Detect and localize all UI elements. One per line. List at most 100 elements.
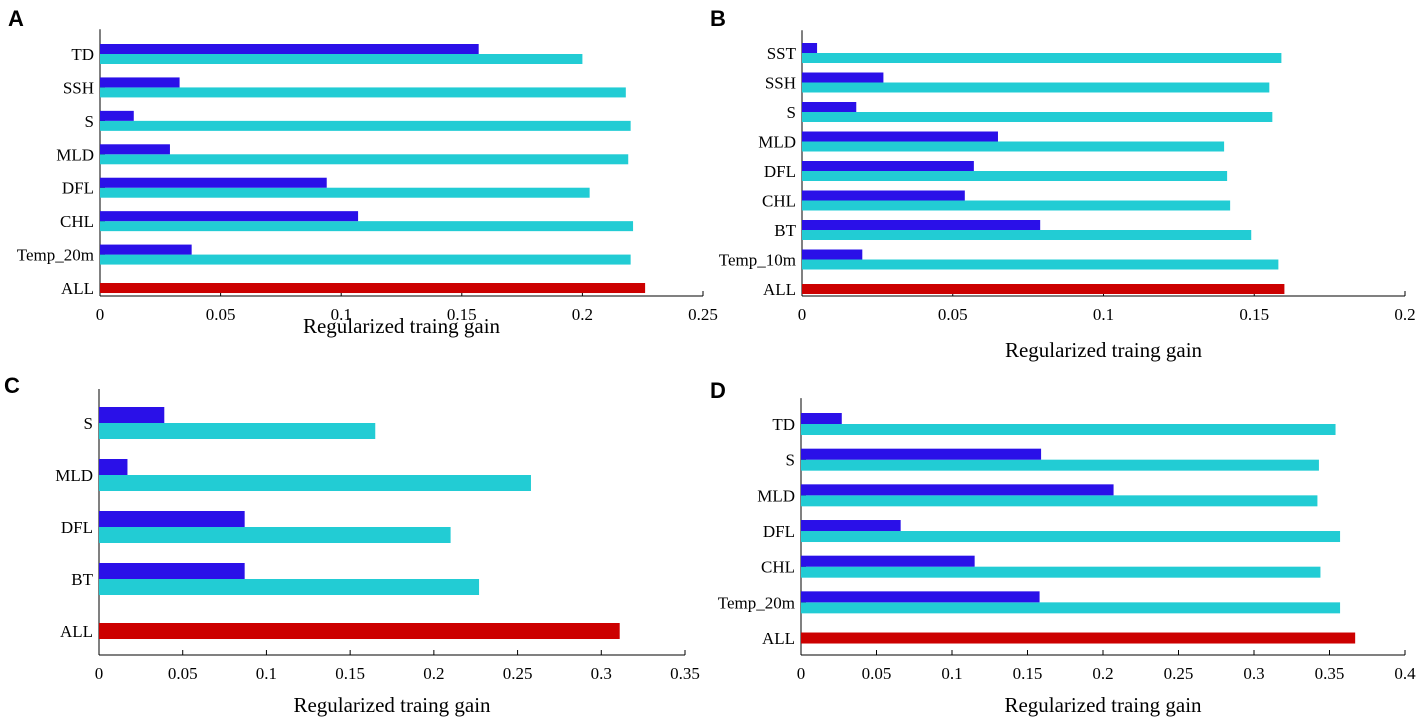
panel-d: D 0 0.05 0.1 0.15 0.2 0.25 0.3 0.35 0.4 Regulariz… bbox=[710, 378, 1416, 717]
bar-with-only-variable bbox=[802, 190, 965, 201]
x-tick-label: 0.15 bbox=[447, 305, 477, 324]
x-tick-label: 0.4 bbox=[1394, 664, 1416, 683]
bar-with-only-variable bbox=[100, 211, 359, 222]
bar-without-variable bbox=[802, 230, 1252, 240]
category-label: SSH bbox=[63, 78, 94, 97]
category-label: SST bbox=[767, 44, 797, 63]
category-label: BT bbox=[774, 221, 796, 240]
category-label: SSH bbox=[765, 74, 796, 93]
panel-letter-c: C bbox=[4, 373, 20, 398]
bar-without-variable bbox=[100, 221, 634, 232]
bar-without-variable bbox=[100, 187, 590, 198]
category-label: S bbox=[787, 103, 796, 122]
x-tick-label: 0.05 bbox=[168, 664, 198, 683]
bar-with-only-variable bbox=[100, 77, 180, 88]
x-tick-label: 0.05 bbox=[862, 664, 892, 683]
x-tick-label: 0.05 bbox=[206, 305, 236, 324]
bar-with-only-variable bbox=[99, 459, 128, 475]
x-tick-label: 0.3 bbox=[591, 664, 612, 683]
bar-without-variable bbox=[801, 459, 1319, 471]
bar-with-only-variable bbox=[100, 177, 327, 188]
bar-without-variable bbox=[100, 254, 631, 265]
bar-with-only-variable bbox=[801, 520, 901, 532]
bar-without-variable bbox=[801, 531, 1341, 543]
bar-without-variable bbox=[99, 475, 531, 491]
bar-without-variable bbox=[100, 54, 583, 64]
x-tick-label: 0.15 bbox=[1239, 305, 1269, 324]
bar-without-variable bbox=[100, 154, 629, 165]
bar-with-only-variable bbox=[99, 563, 245, 579]
bar-with-only-variable bbox=[802, 43, 818, 53]
category-label: DFL bbox=[62, 179, 94, 198]
bar-without-variable bbox=[801, 424, 1336, 435]
bar-with-only-variable bbox=[802, 72, 884, 83]
bar-with-only-variable bbox=[99, 511, 245, 527]
x-tick-label: 0 bbox=[798, 305, 807, 324]
category-label: DFL bbox=[61, 518, 93, 537]
x-tick-label: 0.1 bbox=[331, 305, 352, 324]
bar-with-only-variable bbox=[802, 102, 857, 112]
bar-all-variables bbox=[100, 283, 646, 294]
category-label: MLD bbox=[56, 145, 94, 164]
category-label: TD bbox=[71, 45, 94, 64]
bar-without-variable bbox=[801, 495, 1318, 507]
x-tick-label: 0 bbox=[96, 305, 105, 324]
category-label: S bbox=[786, 451, 795, 470]
bar-with-only-variable bbox=[802, 161, 974, 171]
bar-with-only-variable bbox=[801, 448, 1042, 460]
bar-without-variable bbox=[802, 259, 1279, 270]
category-label: Temp_20m bbox=[17, 246, 94, 265]
x-tick-label: 0.15 bbox=[1013, 664, 1043, 683]
category-label: BT bbox=[71, 570, 93, 589]
category-label: S bbox=[84, 414, 93, 433]
category-label: ALL bbox=[762, 629, 795, 648]
category-label: TD bbox=[772, 415, 795, 434]
bar-with-only-variable bbox=[100, 144, 170, 155]
category-label: ALL bbox=[60, 622, 93, 641]
bar-with-only-variable bbox=[801, 555, 975, 567]
bar-with-only-variable bbox=[802, 220, 1041, 230]
bar-without-variable bbox=[100, 87, 626, 98]
panel-c: C 0 0.05 0.1 0.15 0.2 0.25 0.3 0.35 Regularized … bbox=[4, 373, 700, 717]
bar-without-variable bbox=[100, 120, 631, 131]
category-label: MLD bbox=[757, 486, 795, 505]
bar-with-only-variable bbox=[801, 413, 842, 424]
bar-with-only-variable bbox=[802, 249, 863, 260]
x-tick-label: 0.2 bbox=[1092, 664, 1113, 683]
bar-without-variable bbox=[802, 82, 1270, 93]
bar-without-variable bbox=[99, 579, 480, 595]
x-tick-label: 0 bbox=[95, 664, 104, 683]
x-tick-label: 0.25 bbox=[1164, 664, 1194, 683]
x-tick-label: 0.2 bbox=[572, 305, 593, 324]
category-label: CHL bbox=[761, 558, 795, 577]
category-label: Temp_10m bbox=[719, 251, 796, 270]
bar-without-variable bbox=[802, 53, 1282, 63]
x-tick-label: 0.2 bbox=[1394, 305, 1415, 324]
panel-letter-b: B bbox=[710, 6, 726, 31]
bar-without-variable bbox=[801, 602, 1341, 614]
x-tick-label: 0.15 bbox=[335, 664, 365, 683]
panel-letter-a: A bbox=[8, 6, 24, 31]
bar-without-variable bbox=[99, 423, 376, 439]
panel-letter-d: D bbox=[710, 378, 726, 403]
x-tick-label: 0.1 bbox=[941, 664, 962, 683]
bar-without-variable bbox=[99, 527, 451, 543]
bar-with-only-variable bbox=[100, 44, 479, 54]
bar-without-variable bbox=[802, 112, 1273, 122]
bar-all-variables bbox=[802, 284, 1285, 294]
x-axis-title: Regularized traing gain bbox=[1005, 338, 1203, 362]
panel-b: B 0 0.05 0.1 0.15 0.2 Regularized traing gain… bbox=[710, 6, 1416, 362]
category-label: ALL bbox=[61, 279, 94, 298]
bar-without-variable bbox=[802, 141, 1225, 152]
x-tick-label: 0.05 bbox=[938, 305, 968, 324]
bar-with-only-variable bbox=[801, 591, 1040, 603]
bar-with-only-variable bbox=[99, 407, 165, 423]
bar-without-variable bbox=[802, 171, 1228, 181]
x-tick-label: 0.25 bbox=[688, 305, 718, 324]
bar-with-only-variable bbox=[801, 484, 1114, 496]
category-label: CHL bbox=[60, 212, 94, 231]
x-axis-title: Regularized traing gain bbox=[293, 693, 491, 717]
bar-without-variable bbox=[801, 566, 1321, 578]
x-tick-label: 0.1 bbox=[1093, 305, 1114, 324]
